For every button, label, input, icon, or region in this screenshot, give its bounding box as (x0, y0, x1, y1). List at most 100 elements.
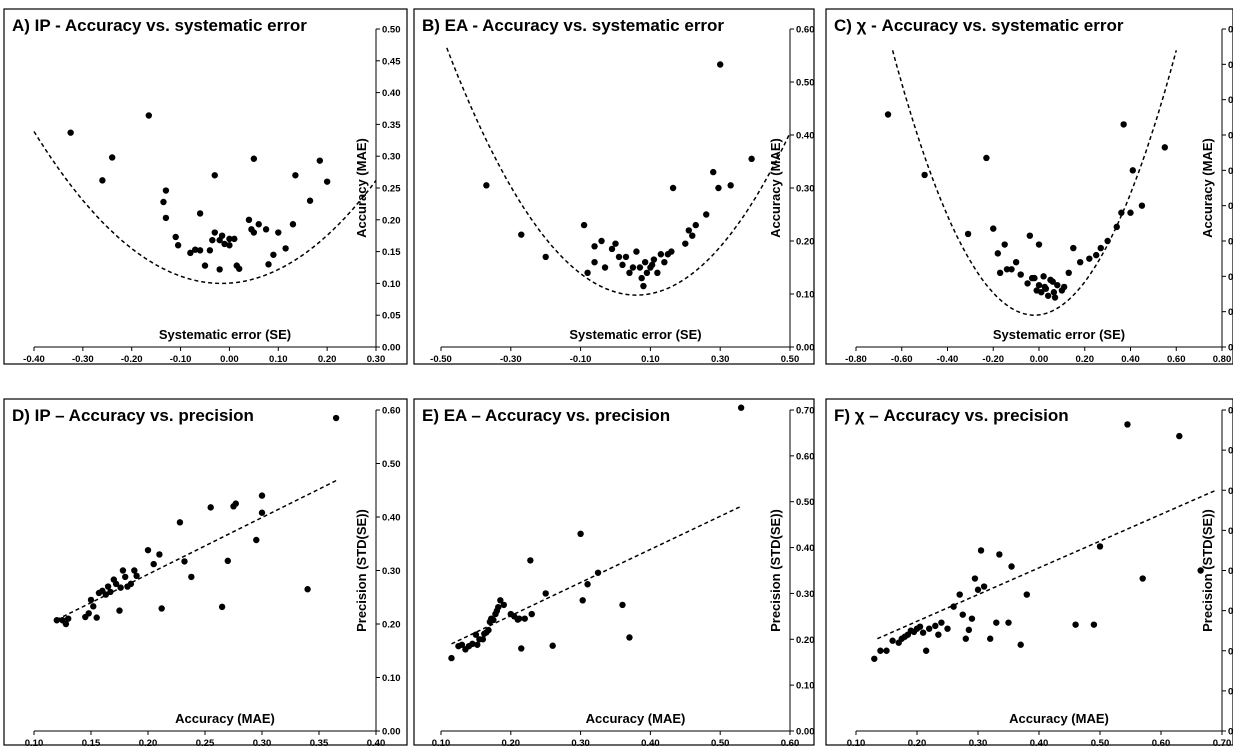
panel-b-data-point (682, 240, 689, 247)
panel-a-data-point (292, 172, 299, 179)
panel-b-data-point (612, 240, 619, 247)
panel-a-y-tick-label: 0.50 (382, 25, 401, 36)
panel-e-y-tick-label: 0.60 (796, 451, 815, 462)
panel-f-x-tick-label: 0.30 (969, 738, 988, 749)
panel-c-data-point (996, 269, 1004, 276)
panel-c-data-point (1035, 281, 1043, 289)
panel-b-data-point (584, 269, 591, 276)
panel-b-y-tick-label: 0.30 (796, 184, 815, 195)
panel-f-x-tick-label: 0.50 (1091, 738, 1110, 749)
panel-f-data-point (932, 622, 939, 630)
panel-d-data-point (253, 536, 260, 544)
panel-f-x-tick-label: 0.10 (847, 738, 866, 749)
panel-c-data-point (921, 171, 928, 179)
panel-c-y-tick-label: 0.20 (1228, 272, 1233, 283)
panel-b-data-point (650, 256, 658, 263)
panel-f-data-point (877, 647, 884, 654)
panel-c-x-tick-label: -0.80 (845, 354, 867, 365)
panel-d-y-tick-label: 0.10 (382, 673, 401, 684)
panel-c-data-point (1065, 269, 1072, 276)
panel-c-data-point (1001, 241, 1008, 248)
panel-f-x-tick-label: 0.20 (908, 738, 927, 749)
panel-c-x-tick-label: 0.60 (1167, 354, 1186, 365)
panel-b-data-point (518, 231, 525, 238)
panel-a-data-point (270, 251, 277, 258)
panel-d-data-point (188, 573, 195, 581)
panel-b-data-point (638, 274, 645, 282)
panel-c-data-point (964, 230, 972, 238)
panel-a-data-point (306, 197, 314, 204)
panel-e-data-point (485, 626, 492, 634)
panel-a-data-point (162, 214, 170, 222)
panel-e-frame (413, 398, 815, 746)
panel-e-y-tick-label: 0.10 (796, 681, 815, 692)
panel-c-data-point (1120, 121, 1127, 128)
panel-e-y-tick-label: 0.20 (796, 635, 815, 646)
panel-d-y-tick-label: 0.40 (382, 513, 401, 524)
panel-b-data-point (598, 237, 605, 245)
panel-c-y-tick-label: 0.00 (1228, 343, 1233, 354)
panel-c-data-point (1026, 232, 1034, 239)
panel-d-data-point (122, 573, 129, 581)
panel-c-x-tick-label: -0.40 (937, 354, 959, 365)
panel-a-x-tick-label: 0.10 (269, 354, 288, 365)
panel-a-data-point (323, 178, 331, 185)
panel-e-title: E) EA – Accuracy vs. precision (422, 406, 670, 425)
panel-e-data-point (527, 557, 534, 564)
panel-a-y-tick-label: 0.35 (382, 120, 401, 131)
panel-f-data-point (1139, 575, 1146, 582)
panel-d-data-point (90, 603, 97, 610)
panel-b-title: B) EA - Accuracy vs. systematic error (422, 16, 724, 35)
panel-a-data-point (236, 265, 243, 272)
panel-e-y-tick-label: 0.30 (796, 589, 815, 600)
panel-e-data-point (619, 601, 626, 609)
panel-d-data-point (62, 620, 70, 628)
panel-f-data-point (926, 625, 933, 632)
panel-f-data-point (1072, 621, 1079, 628)
panel-d-y-tick-label: 0.30 (382, 566, 401, 577)
panel-f-y-tick-label: 0.20 (1228, 646, 1233, 657)
panel-c-data-point (1127, 209, 1134, 216)
panel-b-data-point (622, 253, 630, 261)
panel-c-data-point (983, 154, 990, 162)
panel-a-title: A) IP - Accuracy vs. systematic error (12, 16, 307, 35)
panel-a-y-tick-label: 0.10 (382, 279, 401, 290)
panel-f-data-point (871, 655, 878, 662)
panel-e-x-axis-title: Accuracy (MAE) (586, 711, 686, 726)
panel-b-data-point (626, 269, 633, 276)
panel-a-data-point (108, 154, 116, 161)
panel-f-data-point (1005, 619, 1012, 626)
panel-a-data-point (231, 235, 238, 243)
panel-a-data-point (226, 242, 233, 249)
panel-b-y-tick-label: 0.50 (796, 78, 815, 89)
panel-b-x-tick-label: -0.10 (570, 354, 592, 365)
panel-b-data-point (703, 211, 710, 218)
panel-d-data-point (53, 617, 60, 624)
panel-c-data-point (1049, 278, 1056, 285)
panel-e-data-point (594, 569, 602, 576)
panel-b-data-point (636, 264, 644, 271)
panel-f-y-tick-label: 0.40 (1228, 566, 1233, 577)
panel-d-data-point (156, 551, 163, 558)
panel-a-data-point (172, 233, 179, 241)
panel-d-y-tick-label: 0.50 (382, 459, 401, 470)
panel-d: D) IP – Accuracy vs. precision 0.10 0.15 0.… (3, 398, 408, 749)
panel-a-data-point (245, 216, 253, 223)
panel-f-data-point (1023, 591, 1030, 598)
panel-e-data-point (579, 597, 586, 604)
panel-d-frame (3, 398, 408, 746)
panel-e-data-point (584, 581, 591, 588)
panel-f-y-tick-label: 0.00 (1228, 727, 1233, 738)
panel-f-y-tick-label: 0.60 (1228, 486, 1233, 497)
panel-e-y-axis-title: Precision (STD(SE)) (768, 509, 783, 632)
panel-f-data-point (977, 547, 985, 554)
panel-a-y-axis-title: Accuracy (MAE) (354, 138, 369, 238)
panel-f: F) χ – Accuracy vs. precision 0.10 0.20 0.3… (825, 398, 1233, 749)
panel-a-data-point (160, 198, 167, 206)
panel-c-data-point (1129, 167, 1136, 174)
panel-b-x-tick-label: 0.50 (781, 354, 800, 365)
panel-f-y-axis-title: Precision (STD(SE)) (1200, 509, 1215, 632)
panel-e-data-point (542, 590, 549, 597)
panel-c-x-tick-label: -0.20 (982, 354, 1004, 365)
panel-c-frame (825, 8, 1233, 365)
